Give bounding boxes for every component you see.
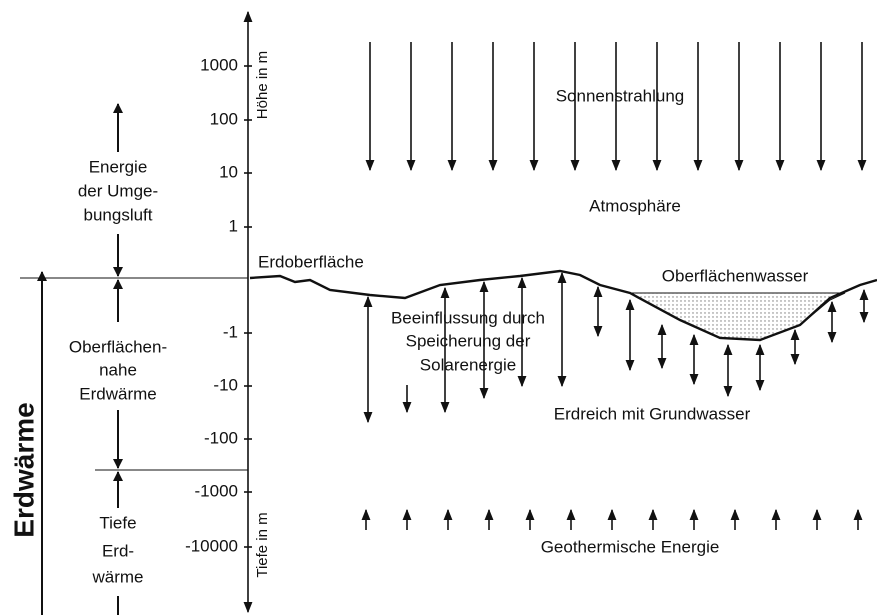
near-surface-label: Erdwärme: [79, 384, 156, 403]
deep-label: Erd-: [102, 541, 134, 560]
soil-label: Erdreich mit Grundwasser: [554, 404, 751, 423]
ambient-label: Energie: [89, 157, 148, 176]
ambient-label: der Umge-: [78, 181, 158, 200]
tick-label: -10: [213, 375, 238, 394]
water-label: Oberflächenwasser: [662, 266, 809, 285]
near-surface-label: Oberflächen-: [69, 337, 167, 356]
influence-label: Beeinflussung durch: [391, 308, 545, 327]
near-surface-label: nahe: [99, 360, 137, 379]
solar-label: Sonnenstrahlung: [556, 86, 685, 105]
tick-label: -100: [204, 428, 238, 447]
influence-label: Speicherung der: [406, 331, 531, 350]
tick-label: -10000: [185, 536, 238, 555]
ambient-label: bungsluft: [84, 205, 153, 224]
depth-label: Tiefe in m: [254, 512, 271, 577]
main-label: Erdwärme: [8, 402, 39, 537]
ground-surface: [249, 269, 877, 342]
tick-label: 1: [229, 216, 238, 235]
geothermal-label: Geothermische Energie: [541, 537, 720, 556]
deep-label: Tiefe: [99, 513, 136, 532]
tick-label: -1000: [195, 481, 238, 500]
deep-label: wärme: [91, 567, 143, 586]
surface-label: Erdoberfläche: [258, 252, 364, 271]
tick-label: -1: [223, 322, 238, 341]
tick-label: 1000: [200, 55, 238, 74]
tick-label: 10: [219, 162, 238, 181]
atmosphere-label: Atmosphäre: [589, 196, 681, 215]
height-label: Höhe in m: [254, 51, 271, 119]
tick-label: 100: [210, 109, 238, 128]
influence-label: Solarenergie: [420, 355, 516, 374]
